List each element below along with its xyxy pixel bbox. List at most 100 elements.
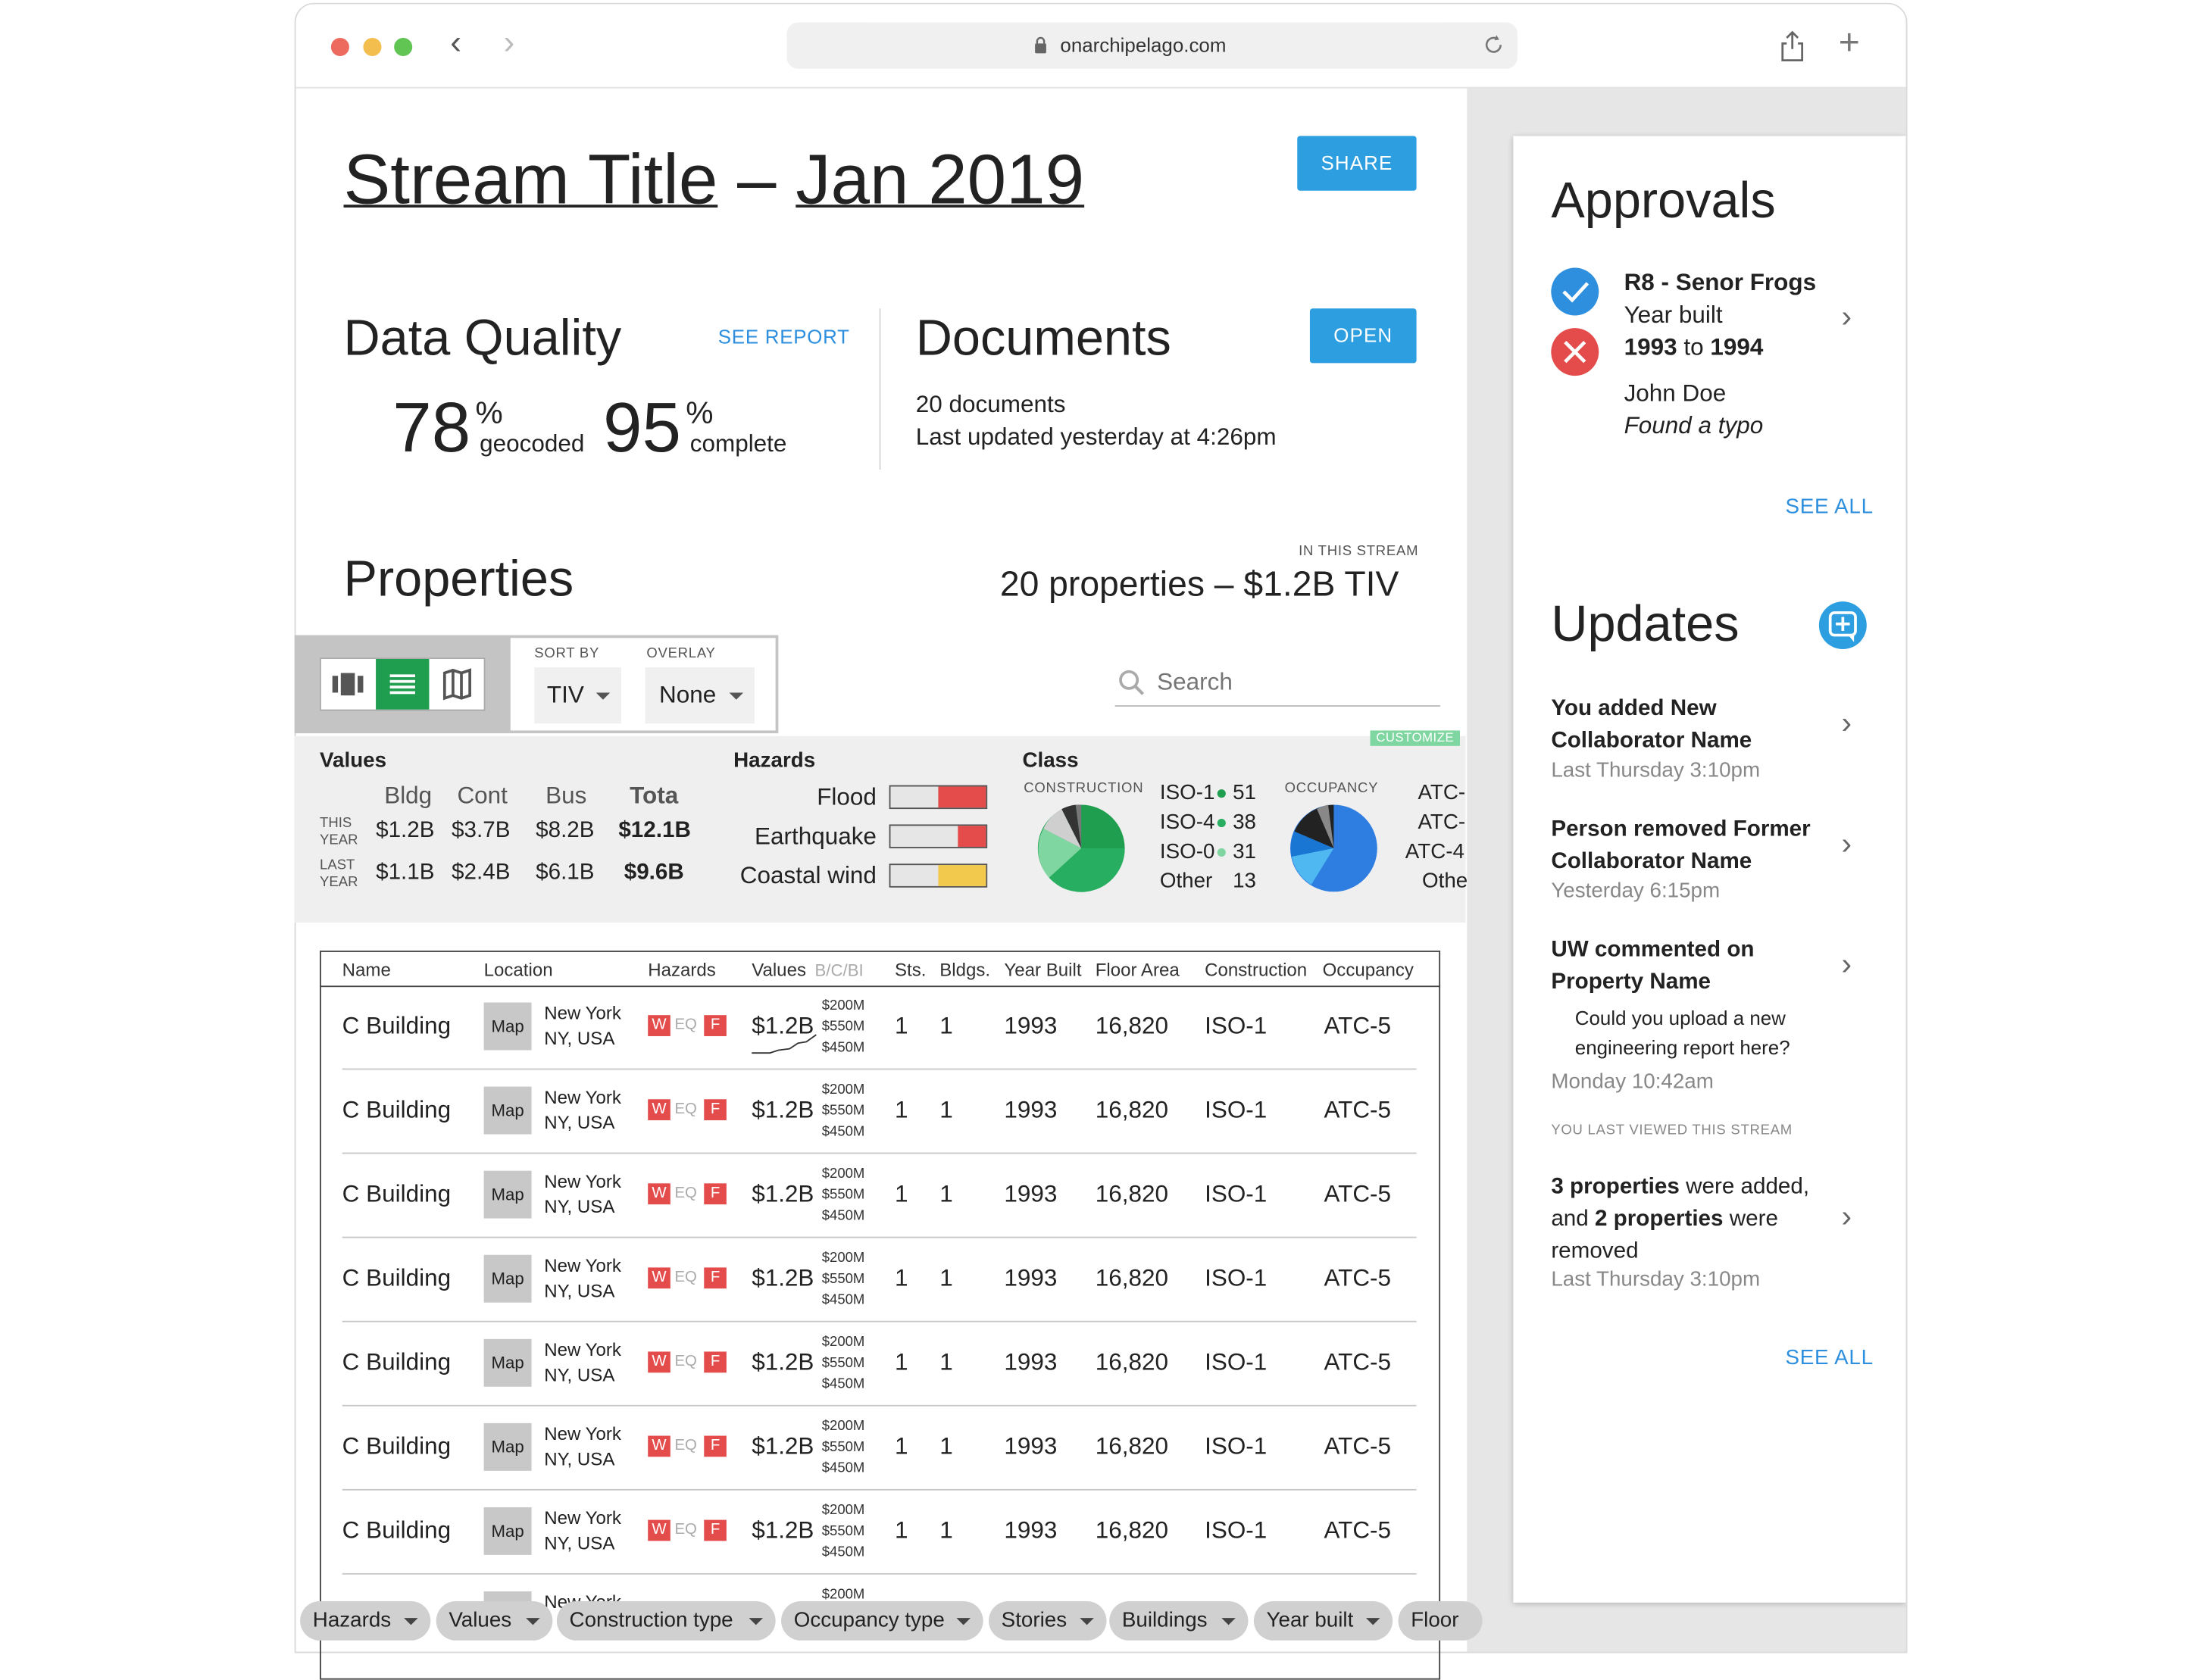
hazard-level-bar — [889, 785, 988, 810]
building-value: $200M — [821, 1166, 865, 1182]
gallery-icon — [332, 673, 364, 696]
share-icon[interactable] — [1780, 30, 1805, 63]
filter-chip[interactable]: Values — [436, 1600, 553, 1641]
occupancy-value: ATC-5 — [1324, 1096, 1392, 1123]
filter-chip[interactable]: Occupancy type — [781, 1600, 983, 1641]
page-title: Stream Title – Jan 2019 — [344, 137, 1085, 221]
location-city: New York — [544, 1002, 621, 1024]
bi-value: $450M — [821, 1292, 865, 1309]
column-header[interactable]: Bldgs. — [939, 959, 991, 980]
sort-by-select[interactable]: TIV — [534, 667, 622, 724]
chevron-right-icon[interactable]: › — [1841, 946, 1852, 982]
column-header[interactable]: Hazards — [648, 959, 716, 980]
update-item-1[interactable]: You added New Collaborator Name — [1551, 696, 1752, 754]
property-name[interactable]: C Building — [342, 1180, 452, 1207]
contents-value: $550M — [821, 1103, 865, 1119]
minimize-window-button[interactable] — [363, 37, 382, 57]
filter-chip[interactable]: Stories — [989, 1600, 1107, 1641]
filter-chip[interactable]: Floor — [1398, 1600, 1483, 1641]
column-header[interactable]: Construction — [1205, 959, 1308, 980]
map-icon — [442, 668, 471, 701]
property-name[interactable]: C Building — [342, 1096, 452, 1123]
construction-legend-name: ISO-1 — [1159, 781, 1215, 805]
map-view-toggle[interactable] — [430, 659, 483, 710]
updates-see-all-link[interactable]: SEE ALL — [1785, 1346, 1874, 1370]
search-field[interactable] — [1114, 659, 1441, 707]
map-button[interactable]: Map — [483, 1170, 532, 1219]
filter-chip[interactable]: Hazards — [300, 1600, 431, 1641]
chevron-right-icon[interactable]: › — [1841, 1198, 1852, 1234]
column-header[interactable]: Floor Area — [1095, 959, 1180, 980]
map-button[interactable]: Map — [483, 1254, 532, 1303]
filter-chip[interactable]: Construction type — [556, 1600, 776, 1641]
properties-table — [320, 951, 1441, 1680]
browser-toolbar: ‹ › onarchipelago.com + — [295, 4, 1906, 89]
map-button[interactable]: Map — [483, 1338, 532, 1387]
gallery-view-toggle[interactable] — [321, 659, 374, 710]
buildings-value: 1 — [939, 1516, 953, 1544]
see-report-link[interactable]: SEE REPORT — [717, 325, 850, 348]
close-window-button[interactable] — [330, 37, 349, 57]
update-item-4[interactable]: 3 properties were added, and 2 propertie… — [1551, 1175, 1810, 1263]
property-name[interactable]: C Building — [342, 1516, 452, 1544]
map-button[interactable]: Map — [483, 1086, 532, 1135]
maximize-window-button[interactable] — [394, 37, 413, 57]
stream-title-link[interactable]: Stream Title — [343, 140, 718, 219]
map-button[interactable]: Map — [483, 1422, 532, 1471]
address-bar[interactable]: onarchipelago.com — [786, 22, 1518, 69]
flood-hazard-badge: F — [704, 1351, 727, 1373]
approval-item-field: Year built — [1624, 301, 1723, 329]
documents-title: Documents — [915, 308, 1171, 367]
update-item-2[interactable]: Person removed Former Collaborator Name — [1551, 817, 1811, 874]
overlay-select[interactable]: None — [645, 667, 755, 724]
total-value: $1.2B — [752, 1516, 814, 1544]
column-header[interactable]: Year Built — [1004, 959, 1082, 980]
location-region: NY, USA — [544, 1280, 615, 1301]
last-year-cont: $2.4B — [452, 860, 511, 885]
chevron-right-icon[interactable]: › — [1841, 826, 1852, 861]
bi-value: $450M — [821, 1208, 865, 1225]
map-button[interactable]: Map — [483, 1002, 532, 1051]
approval-item-title[interactable]: R8 - Senor Frogs — [1624, 269, 1817, 296]
add-comment-icon[interactable] — [1818, 600, 1871, 653]
property-name[interactable]: C Building — [342, 1348, 452, 1376]
chevron-right-icon[interactable]: › — [1841, 705, 1852, 741]
building-value: $200M — [821, 1419, 865, 1435]
property-name[interactable]: C Building — [342, 1012, 452, 1039]
column-header[interactable]: B/C/BI — [814, 960, 864, 980]
update-item-1-time: Last Thursday 3:10pm — [1551, 758, 1761, 782]
hazard-level-bar — [889, 824, 988, 848]
new-tab-icon[interactable]: + — [1838, 20, 1860, 64]
column-header[interactable]: Sts. — [895, 959, 927, 980]
column-header[interactable]: Location — [483, 959, 553, 980]
list-view-toggle[interactable] — [376, 659, 430, 710]
open-documents-button[interactable]: OPEN — [1309, 308, 1417, 364]
filter-chip[interactable]: Buildings — [1109, 1600, 1249, 1641]
property-name[interactable]: C Building — [342, 1432, 452, 1460]
customize-button[interactable]: CUSTOMIZE — [1370, 730, 1460, 746]
share-button[interactable]: SHARE — [1297, 136, 1417, 191]
update-item-3[interactable]: UW commented on Property Name — [1551, 938, 1755, 995]
hazard-level-fill — [938, 786, 986, 808]
location-region: NY, USA — [544, 1532, 615, 1554]
reload-icon[interactable] — [1483, 33, 1505, 56]
back-icon[interactable]: ‹ — [450, 23, 462, 62]
chevron-down-icon — [1365, 1618, 1380, 1625]
filter-chip[interactable]: Year built — [1253, 1600, 1393, 1641]
approvals-see-all-link[interactable]: SEE ALL — [1785, 495, 1874, 519]
property-name[interactable]: C Building — [342, 1264, 452, 1291]
column-header[interactable]: Occupancy — [1322, 959, 1414, 980]
column-header[interactable]: Name — [342, 959, 391, 980]
last-year-total: $9.6B — [624, 860, 684, 885]
forward-icon[interactable]: › — [503, 23, 515, 62]
period-link[interactable]: Jan 2019 — [796, 140, 1085, 219]
map-button[interactable]: Map — [483, 1507, 532, 1555]
total-value: $1.2B — [752, 1348, 814, 1376]
reject-x-icon[interactable] — [1549, 326, 1600, 377]
approve-check-icon[interactable] — [1549, 267, 1600, 317]
chevron-right-icon[interactable]: › — [1841, 298, 1852, 334]
column-header[interactable]: Values — [752, 959, 807, 980]
search-input[interactable] — [1154, 664, 1433, 701]
building-value: $200M — [821, 1335, 865, 1351]
building-value: $200M — [821, 1587, 865, 1603]
